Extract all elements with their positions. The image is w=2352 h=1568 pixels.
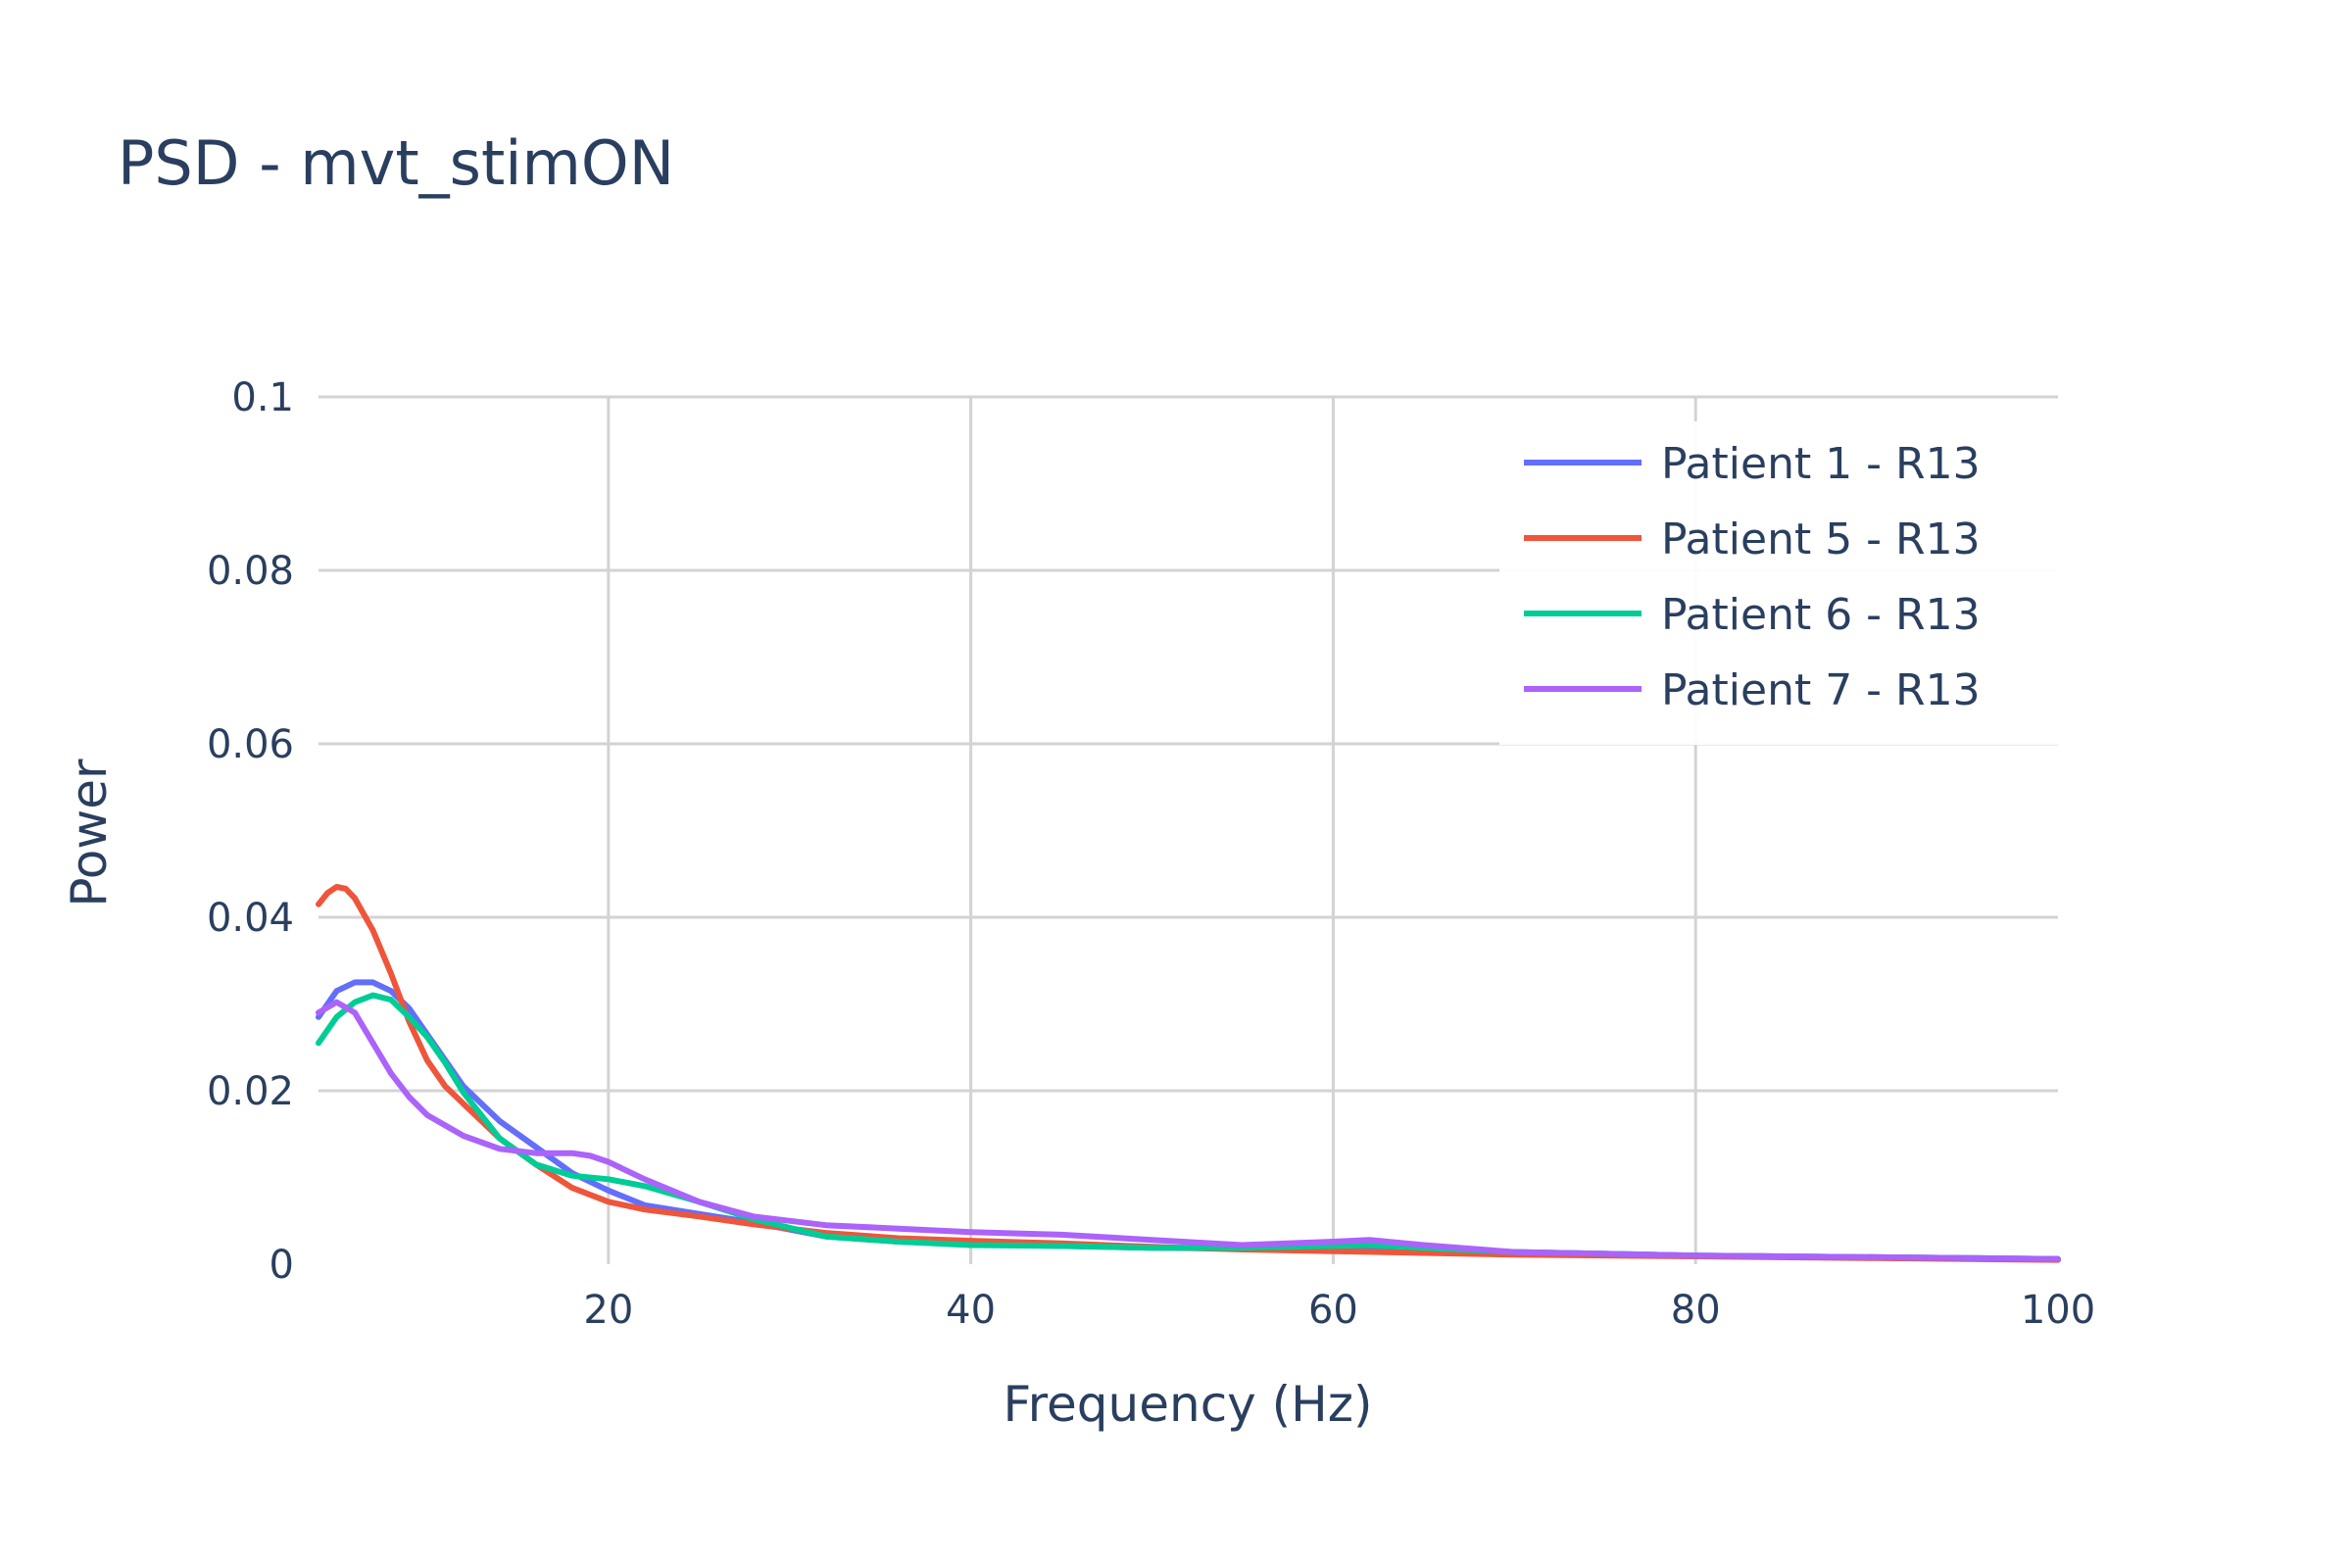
legend[interactable]: Patient 1 - R13 Patient 5 - R13 Patient 6 … — [1499, 421, 2058, 745]
y-tick-label: 0.08 — [207, 549, 294, 594]
x-tick-label: 60 — [1308, 1288, 1358, 1333]
y-axis-title: Power — [61, 759, 118, 907]
legend-item[interactable]: Patient 7 - R13 — [1524, 665, 1981, 715]
chart-title: PSD - mvt_stimON — [118, 127, 675, 199]
x-axis-title: Frequency (Hz) — [1003, 1376, 1372, 1433]
x-tick-label: 20 — [583, 1288, 633, 1333]
tick-labels: 0 0.02 0.04 0.06 0.08 0.1 20 40 60 80 100 — [207, 375, 2095, 1333]
legend-item[interactable]: Patient 6 - R13 — [1524, 590, 1981, 640]
series-line-patient-3[interactable] — [316, 992, 2061, 1262]
legend-label: Patient 6 - R13 — [1661, 590, 1981, 640]
y-tick-label: 0.02 — [207, 1069, 294, 1114]
y-tick-label: 0.1 — [231, 375, 294, 420]
legend-item[interactable]: Patient 1 - R13 — [1524, 439, 1981, 489]
series-line-patient-1[interactable] — [316, 979, 2061, 1262]
y-tick-label: 0.04 — [207, 896, 294, 941]
x-tick-label: 80 — [1671, 1288, 1721, 1333]
series-line-patient-2[interactable] — [316, 884, 2061, 1263]
x-tick-label: 100 — [2021, 1288, 2095, 1333]
legend-label: Patient 7 - R13 — [1661, 665, 1981, 715]
legend-label: Patient 1 - R13 — [1661, 439, 1981, 489]
series-lines — [316, 884, 2061, 1263]
y-tick-label: 0.06 — [207, 722, 294, 767]
series-line-patient-4[interactable] — [316, 999, 2061, 1262]
legend-label: Patient 5 - R13 — [1661, 514, 1981, 564]
y-tick-label: 0 — [270, 1243, 294, 1288]
x-tick-label: 40 — [946, 1288, 996, 1333]
legend-item[interactable]: Patient 5 - R13 — [1524, 514, 1981, 564]
